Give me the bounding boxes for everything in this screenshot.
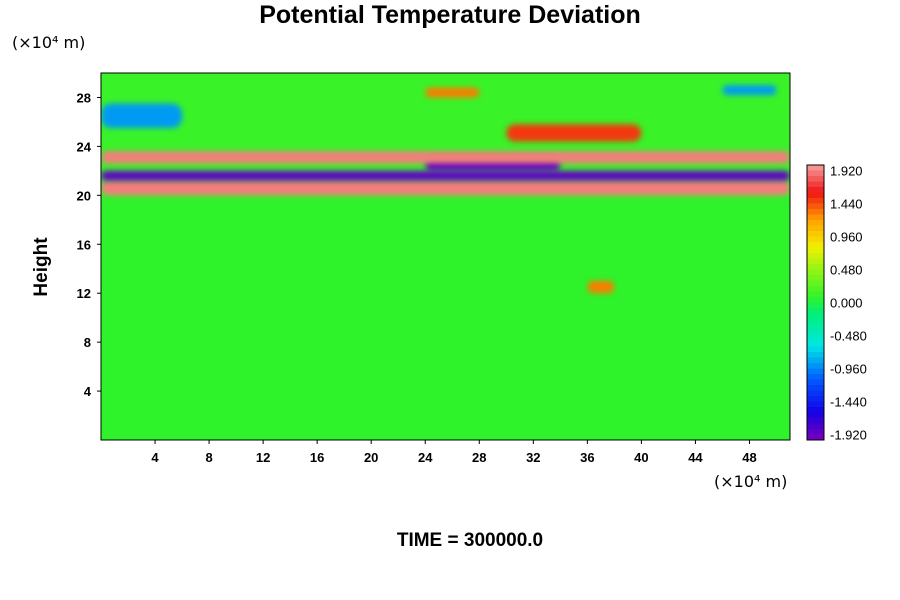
colorbar-swatch [807, 291, 824, 298]
colorbar-swatch [807, 313, 824, 320]
field-feature [587, 280, 615, 294]
field-feature [425, 87, 480, 98]
y-tick-label: 16 [77, 237, 91, 252]
field-feature [101, 103, 183, 129]
colorbar: 1.920 1.440 0.960 0.480 0.000 -0.480 -0.960 -1.… [806, 164, 867, 443]
colorbar-swatch [807, 352, 824, 358]
colorbar-swatch [807, 434, 824, 441]
y-axis-ticks: 4 8 12 16 20 24 28 [77, 90, 101, 399]
colorbar-swatch [807, 341, 824, 347]
colorbar-swatch [807, 225, 824, 232]
x-tick-label: 40 [634, 450, 648, 465]
colorbar-swatch [807, 253, 824, 259]
colorbar-frame [806, 164, 825, 441]
colorbar-swatch [807, 418, 824, 424]
colorbar-swatch [807, 346, 824, 353]
colorbar-swatch [807, 280, 824, 287]
x-tick-label: 20 [364, 450, 378, 465]
colorbar-swatch [807, 286, 824, 292]
y-axis-unit-label: (×10⁴ m) [12, 33, 86, 52]
field-feature [101, 180, 790, 196]
x-tick-label: 28 [472, 450, 486, 465]
colorbar-swatch [807, 401, 824, 408]
colorbar-swatch [807, 379, 824, 386]
colorbar-swatch [807, 374, 824, 380]
colorbar-swatch [807, 330, 824, 336]
colorbar-swatch [807, 308, 824, 314]
field-feature [101, 170, 790, 181]
x-tick-label: 48 [742, 450, 756, 465]
x-tick-label: 24 [418, 450, 433, 465]
heatmap-field [101, 73, 790, 440]
colorbar-swatch [807, 302, 824, 309]
field-feature [722, 85, 777, 96]
colorbar-swatch [807, 396, 824, 402]
colorbar-swatch [807, 198, 824, 204]
colorbar-tick-label: 1.440 [830, 197, 863, 212]
colorbar-swatch [807, 170, 824, 177]
colorbar-tick-label: 0.480 [830, 263, 863, 278]
colorbar-swatch [807, 176, 824, 182]
colorbar-tick-label: -1.440 [830, 395, 867, 410]
y-tick-label: 20 [77, 188, 91, 203]
y-tick-label: 12 [77, 286, 91, 301]
y-tick-label: 8 [84, 335, 91, 350]
colorbar-swatch [807, 231, 824, 237]
y-tick-label: 24 [77, 139, 92, 154]
y-tick-label: 28 [77, 90, 91, 105]
colorbar-swatch [807, 264, 824, 270]
x-tick-label: 16 [310, 450, 324, 465]
plot-frame [100, 72, 791, 441]
colorbar-swatch [807, 385, 824, 391]
x-axis-ticks: 4 8 12 16 20 24 28 32 36 40 44 48 [151, 440, 757, 465]
colorbar-swatch [807, 412, 824, 419]
colorbar-swatch [807, 335, 824, 342]
colorbar-swatch [807, 390, 824, 397]
colorbar-swatch [807, 324, 824, 331]
colorbar-swatch [807, 423, 824, 430]
colorbar-swatch [807, 297, 824, 303]
colorbar-swatch [807, 181, 824, 188]
colorbar-swatch [807, 363, 824, 369]
colorbar-tick-label: -0.960 [830, 362, 867, 377]
colorbar-swatch [807, 220, 824, 226]
colorbar-swatch [807, 203, 824, 210]
colorbar-swatch [807, 275, 824, 281]
colorbar-tick-label: 0.000 [830, 296, 863, 311]
colorbar-tick-label: -1.920 [830, 428, 867, 443]
colorbar-swatch [807, 192, 824, 199]
colorbar-swatch [807, 357, 824, 364]
y-tick-label: 4 [84, 384, 92, 399]
x-tick-label: 4 [151, 450, 159, 465]
field-feature [101, 151, 790, 164]
colorbar-swatch [807, 236, 824, 243]
colorbar-tick-label: -0.480 [830, 329, 867, 344]
colorbar-swatch [807, 209, 824, 215]
x-tick-label: 44 [688, 450, 703, 465]
colorbar-swatch [807, 247, 824, 254]
colorbar-tick-label: 1.920 [830, 164, 863, 179]
x-tick-label: 12 [256, 450, 270, 465]
colorbar-swatch [807, 214, 824, 221]
colorbar-tick-label: 0.960 [830, 230, 863, 245]
x-axis-unit-label: (×10⁴ m) [714, 472, 788, 491]
colorbar-swatch [807, 319, 824, 325]
colorbar-swatch [807, 407, 824, 413]
colorbar-swatch [807, 258, 824, 265]
chart-title: Potential Temperature Deviation [259, 1, 641, 29]
colorbar-swatch [807, 187, 824, 193]
x-tick-label: 8 [205, 450, 212, 465]
time-label: TIME = 300000.0 [396, 530, 544, 551]
field-feature [506, 124, 642, 142]
x-tick-label: 36 [580, 450, 594, 465]
x-tick-label: 32 [526, 450, 540, 465]
colorbar-swatch [807, 429, 824, 435]
colorbar-swatch [807, 368, 824, 375]
colorbar-swatch [807, 165, 824, 171]
colorbar-swatch [807, 242, 824, 248]
colorbar-swatch [807, 269, 824, 276]
